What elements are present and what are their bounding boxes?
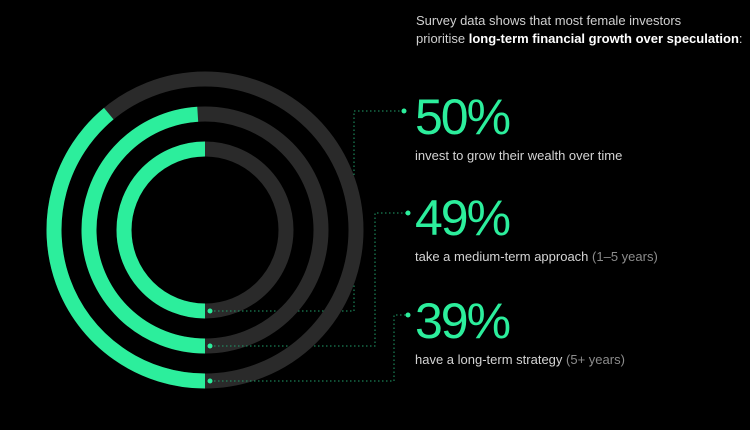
intro-line-1: Survey data shows that most female inves… xyxy=(416,13,682,28)
intro-prefix: prioritise xyxy=(416,31,469,46)
intro-text: Survey data shows that most female inves… xyxy=(416,12,743,48)
stat-description: take a medium-term approach xyxy=(415,249,589,264)
stat-note: (1–5 years) xyxy=(592,249,658,264)
ring-bar xyxy=(46,107,206,389)
connector-dot xyxy=(401,108,407,114)
intro-line-2: prioritise long-term financial growth ov… xyxy=(416,30,743,48)
connector-dot xyxy=(207,378,213,384)
stat-percentage: 49% xyxy=(415,190,511,246)
stat-description: invest to grow their wealth over time xyxy=(415,148,623,163)
intro-suffix: : xyxy=(738,31,743,46)
stat-2: 49% take a medium-term approach (1–5 yea… xyxy=(415,193,658,264)
connector-dot xyxy=(207,343,213,349)
stat-3: 39% have a long-term strategy (5+ years) xyxy=(415,296,625,367)
connector-dot xyxy=(405,312,411,318)
connector-line xyxy=(210,314,408,382)
connector-dot xyxy=(207,308,213,314)
intro-emphasis: long-term financial growth over speculat… xyxy=(468,31,739,46)
stat-percentage: 39% xyxy=(415,293,511,349)
stat-note: (5+ years) xyxy=(566,352,625,367)
ring-bar xyxy=(116,141,206,319)
stat-1: 50% invest to grow their wealth over tim… xyxy=(415,92,622,163)
stat-description: have a long-term strategy xyxy=(415,352,563,367)
connector-dot xyxy=(405,210,411,216)
ring-bar xyxy=(81,106,206,354)
stat-percentage: 50% xyxy=(415,89,511,145)
